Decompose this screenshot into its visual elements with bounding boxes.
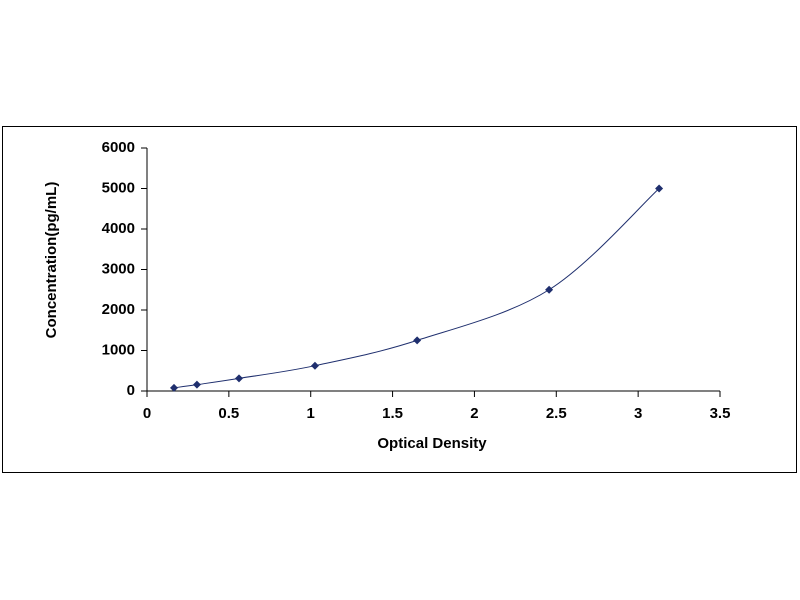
y-tick-label: 0 <box>127 382 135 399</box>
data-point <box>170 383 179 392</box>
x-tick-label: 2.5 <box>546 405 567 422</box>
y-tick-label: 3000 <box>102 260 135 277</box>
x-tick-label: 0.5 <box>218 405 239 422</box>
data-point <box>310 361 319 370</box>
x-tick-label: 2 <box>470 405 478 422</box>
x-tick-label: 0 <box>143 405 151 422</box>
x-tick-label: 3 <box>634 405 642 422</box>
trend-line <box>173 188 660 389</box>
data-point <box>655 184 664 193</box>
data-point <box>192 380 201 389</box>
x-tick-label: 3.5 <box>710 405 731 422</box>
x-axis-label: Optical Density <box>377 435 487 452</box>
chart-frame <box>2 126 797 473</box>
y-tick-label: 1000 <box>102 341 135 358</box>
y-tick-label: 4000 <box>102 220 135 237</box>
y-tick-label: 2000 <box>102 301 135 318</box>
x-tick-label: 1 <box>307 405 315 422</box>
y-axis-label: Concentration(pg/mL) <box>43 182 60 339</box>
data-point <box>545 285 554 294</box>
data-point <box>413 336 422 345</box>
x-tick-label: 1.5 <box>382 405 403 422</box>
y-tick-label: 5000 <box>102 179 135 196</box>
data-point <box>235 374 244 383</box>
y-tick-label: 6000 <box>102 139 135 156</box>
